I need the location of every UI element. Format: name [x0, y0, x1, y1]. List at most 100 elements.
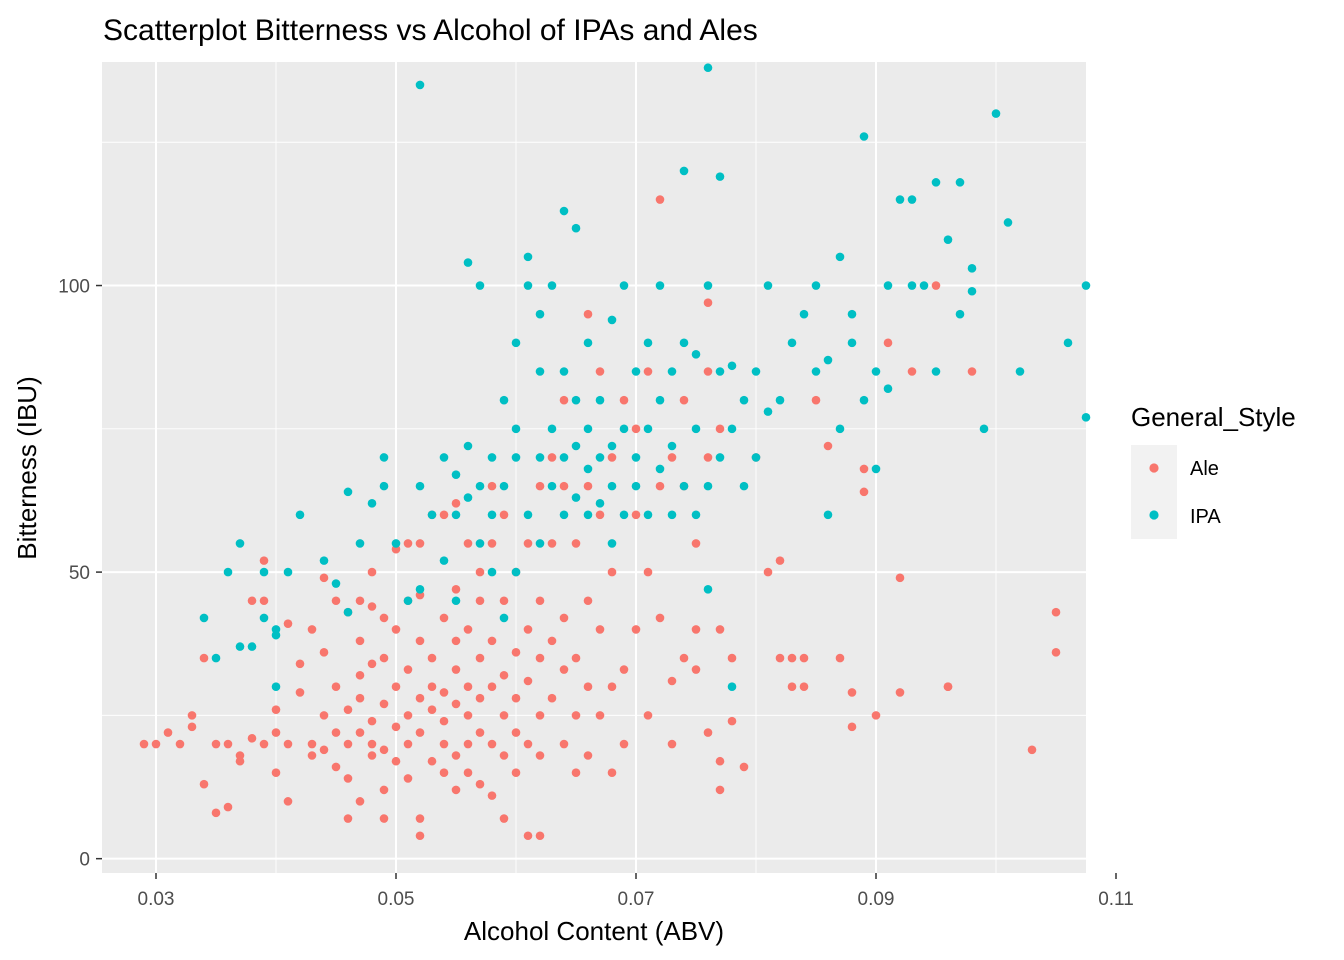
ipa-point: [727, 682, 737, 692]
ipa-point: [475, 481, 485, 491]
ale-point: [535, 711, 545, 720]
ale-point: [811, 395, 821, 405]
ipa-point: [319, 556, 329, 565]
ale-point: [259, 739, 269, 749]
ale-point: [619, 395, 629, 405]
ipa-point: [379, 453, 389, 462]
ale-point: [547, 539, 557, 548]
ipa-point: [379, 481, 389, 491]
ale-point: [499, 596, 509, 606]
ipa-point: [955, 309, 965, 319]
ipa-point: [823, 510, 833, 520]
x-tick-label: 0.05: [378, 889, 415, 910]
ale-point: [655, 613, 665, 623]
ale-point: [307, 625, 317, 634]
ale-point: [379, 699, 389, 709]
ale-point: [619, 665, 629, 674]
ale-point: [643, 711, 653, 720]
ale-point: [895, 573, 905, 583]
ale-point: [715, 756, 725, 766]
ale-point: [331, 762, 341, 772]
ipa-point: [619, 281, 629, 290]
ale-point: [343, 739, 353, 749]
ale-point: [583, 682, 593, 692]
ipa-point: [295, 510, 305, 520]
ale-point: [391, 722, 401, 732]
ipa-point: [523, 510, 533, 520]
ipa-point: [871, 464, 881, 474]
ipa-point: [667, 510, 677, 520]
ale-point: [463, 739, 473, 749]
ipa-point: [679, 481, 689, 491]
ipa-point: [415, 80, 425, 90]
ale-point: [511, 648, 521, 657]
ipa-point: [463, 258, 473, 267]
ale-point: [487, 739, 497, 749]
ale-point: [859, 464, 869, 474]
ale-point: [799, 682, 809, 692]
ipa-point: [271, 630, 281, 640]
ale-point: [547, 636, 557, 646]
ipa-point: [451, 510, 461, 520]
ipa-point: [235, 539, 245, 548]
ale-point: [799, 653, 809, 663]
ipa-point: [667, 441, 677, 451]
ipa-point: [967, 264, 977, 273]
ale-point: [523, 739, 533, 749]
legend-label-ale: Ale: [1190, 458, 1219, 480]
ale-point: [475, 596, 485, 606]
ipa-point: [499, 613, 509, 623]
ale-point: [439, 688, 449, 697]
ale-point: [427, 653, 437, 663]
ipa-point: [727, 361, 737, 371]
ale-point: [403, 711, 413, 720]
ale-point: [319, 573, 329, 583]
ipa-point: [691, 350, 701, 359]
ale-point: [535, 751, 545, 760]
ipa-point: [571, 441, 581, 451]
ale-point: [871, 711, 881, 720]
ale-point: [307, 739, 317, 749]
ipa-point: [799, 309, 809, 319]
ipa-point: [859, 395, 869, 405]
ale-point: [451, 665, 461, 674]
ipa-point: [739, 395, 749, 405]
ipa-point: [847, 338, 857, 348]
ipa-point: [643, 510, 653, 520]
ale-point: [691, 539, 701, 548]
ale-point: [331, 596, 341, 606]
ale-point: [523, 625, 533, 634]
ale-point: [967, 367, 977, 376]
ale-point: [439, 613, 449, 623]
legend: General_Style Ale IPA: [1131, 402, 1296, 539]
ale-point: [499, 711, 509, 720]
ipa-point: [619, 510, 629, 520]
ale-point: [895, 688, 905, 697]
ale-point: [847, 688, 857, 697]
ale-point: [631, 424, 641, 434]
ale-point: [199, 653, 209, 663]
ale-point: [511, 768, 521, 777]
ale-point: [607, 682, 617, 692]
ipa-point: [559, 510, 569, 520]
ale-point: [487, 636, 497, 646]
ale-point: [931, 281, 941, 290]
ipa-point: [283, 567, 293, 577]
ale-point: [703, 298, 713, 308]
ipa-point: [535, 309, 545, 319]
ale-point: [559, 395, 569, 405]
ale-point: [463, 711, 473, 720]
ipa-point: [715, 172, 725, 181]
ale-point: [679, 395, 689, 405]
ipa-point: [979, 424, 989, 434]
ale-point: [187, 711, 197, 720]
ale-point: [259, 596, 269, 606]
ale-point: [583, 481, 593, 491]
ipa-point: [967, 286, 977, 296]
ipa-point: [643, 338, 653, 348]
ale-point: [1051, 607, 1061, 617]
ale-point: [415, 831, 425, 841]
ipa-point: [1081, 281, 1091, 290]
ipa-point: [811, 281, 821, 290]
ale-point: [571, 653, 581, 663]
